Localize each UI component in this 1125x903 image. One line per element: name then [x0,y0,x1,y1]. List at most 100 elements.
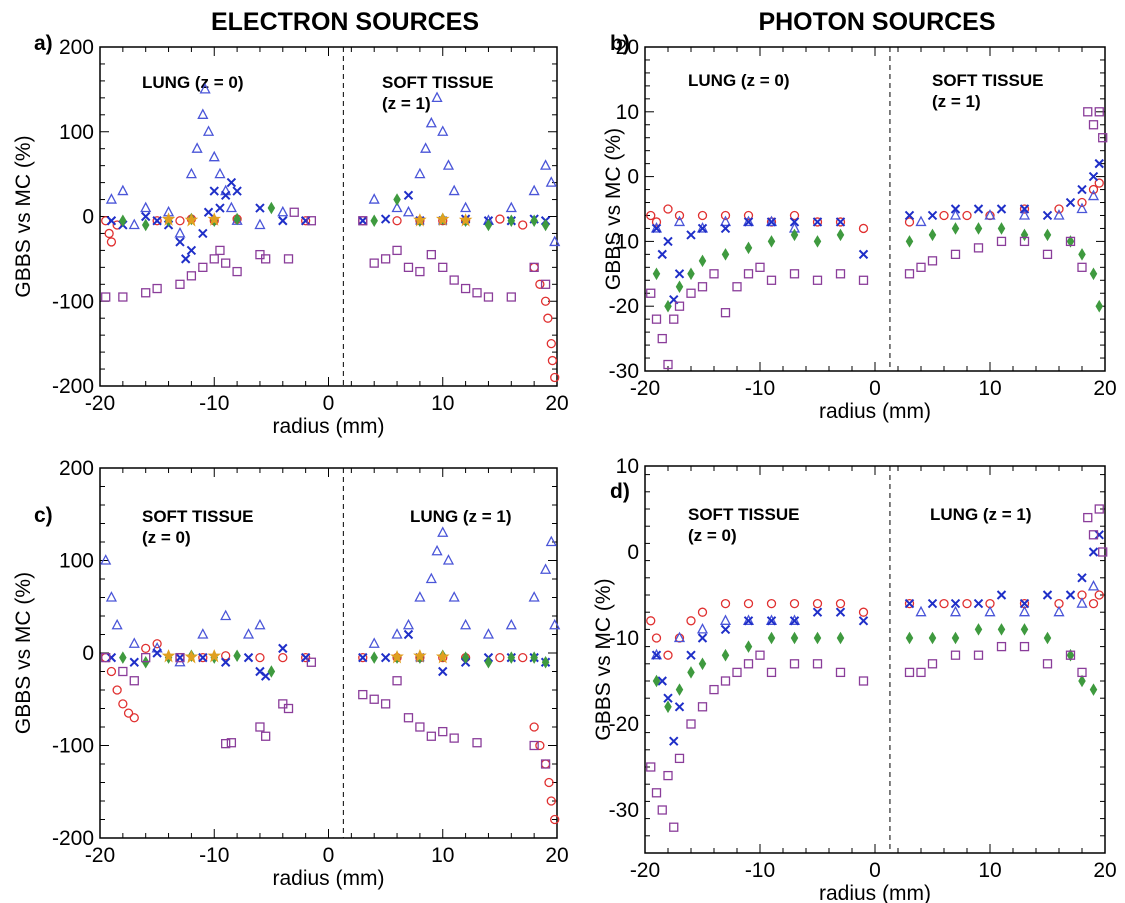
data-point-cross [996,590,1007,600]
data-point-cross [300,216,311,226]
data-point-cross [1065,197,1076,208]
data-point-cross [1019,598,1030,609]
data-point-star [413,213,427,227]
data-point-cross [996,204,1007,214]
data-point-diamond [905,631,914,645]
data-point-circle [646,210,656,221]
data-point-square [186,271,197,281]
series-triangle [650,580,1100,660]
data-point-square [426,731,436,741]
data-point-star [161,212,176,226]
data-point-triangle [425,572,437,584]
data-point-square [996,641,1007,652]
data-point-diamond [974,623,983,636]
data-point-triangle [437,125,449,136]
data-point-square [743,659,754,669]
data-point-circle [550,372,560,383]
data-point-circle [546,338,556,349]
data-point-circle [962,598,972,609]
data-point-square [996,236,1007,247]
series-triangle [100,526,561,667]
x-tick-label: 0 [869,859,881,882]
data-point-diamond [267,665,276,678]
data-point-circle [651,633,662,643]
series-triangle [105,82,561,247]
data-point-triangle [673,215,686,227]
data-point-diamond [698,657,707,671]
data-point-square [129,676,139,686]
data-point-triangle [505,201,517,213]
data-point-triangle [225,201,237,213]
data-point-square [1083,512,1093,523]
data-point-star [390,650,404,664]
data-point-triangle [915,215,927,227]
data-point-square [1094,107,1104,117]
data-point-square [483,292,494,302]
data-point-diamond [813,235,822,248]
data-point-cross [152,216,162,226]
data-point-cross [657,249,667,260]
x-tick-label: -10 [745,859,775,882]
data-point-square [472,738,482,748]
data-point-circle [766,598,777,609]
y-tick-label: 10 [616,455,639,478]
data-point-square [209,254,219,264]
region-label: (z = 0) [142,528,191,547]
data-point-square [221,739,231,749]
data-point-cross [198,652,208,663]
data-point-cross [789,217,800,227]
region-label: LUNG (z = 1) [410,507,512,526]
data-point-square [283,254,294,264]
data-point-circle [720,598,731,609]
data-point-square [460,283,471,294]
data-point-triangle [191,142,203,153]
data-point-triangle [696,222,709,233]
data-point-triangle [117,184,129,196]
data-point-diamond [905,235,914,248]
data-point-square [392,676,402,686]
y-tick-label: -20 [609,295,639,318]
data-point-square [697,282,708,292]
data-point-square [973,243,984,253]
data-point-circle [858,223,869,234]
data-point-diamond [664,700,672,714]
data-point-triangle [549,618,561,630]
data-point-star [413,649,427,663]
data-point-triangle [442,554,455,565]
data-point-square [904,667,915,678]
y-tick-label: 0 [627,166,639,189]
data-point-triangle [505,618,517,630]
data-point-triangle [545,176,557,187]
data-point-cross [278,643,288,654]
data-point-circle [129,713,139,723]
data-point-cross [743,616,754,626]
data-point-diamond [541,218,550,232]
data-point-diamond [951,631,960,645]
data-point-square [657,333,667,344]
data-point-triangle [402,618,415,630]
data-point-square [1019,641,1030,652]
data-point-square [506,292,516,302]
region-label: (z = 1) [382,94,431,113]
data-point-circle [358,652,368,663]
data-point-circle [106,237,117,247]
data-point-circle [812,598,823,609]
data-point-square [226,738,237,748]
data-point-cross [106,216,117,226]
data-point-triangle [545,535,557,547]
data-point-cross [203,207,214,217]
data-point-square [152,283,162,294]
y-tick-label: -200 [52,827,94,850]
data-point-square [651,314,662,324]
data-point-triangle [650,648,663,660]
data-point-diamond [997,222,1006,235]
data-point-circle [300,216,311,226]
series-square [101,652,551,769]
data-point-square [663,359,673,370]
data-point-diamond [767,235,776,248]
data-point-cross [215,203,225,213]
data-point-square [403,262,414,273]
y-tick-label: 200 [59,36,94,59]
data-point-diamond [721,248,730,261]
data-point-circle [152,639,162,649]
